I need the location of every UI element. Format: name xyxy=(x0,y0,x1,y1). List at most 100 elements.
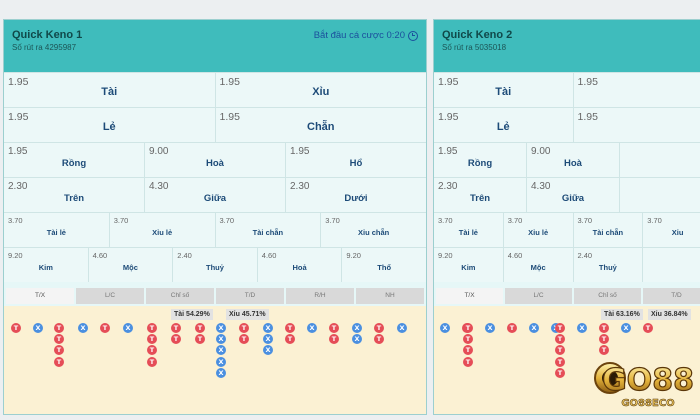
xiu-result-dot: X xyxy=(397,323,407,333)
bet-option[interactable]: 4.30 Giữa xyxy=(527,178,620,212)
bet-row-2: 1.95 Lẻ 1.95 Chẵn xyxy=(4,107,426,142)
alarm-clock-icon xyxy=(408,30,418,41)
bet-option[interactable]: 2.40 Thuỷ xyxy=(173,248,258,282)
stats-tab[interactable]: T/X xyxy=(6,288,74,304)
stats-tab[interactable]: Chỉ số xyxy=(146,288,214,304)
bet-label: Giữa xyxy=(203,193,227,204)
stats-tab[interactable]: R/H xyxy=(286,288,354,304)
bet-option[interactable]: 2.30 Trên xyxy=(434,178,527,212)
bet-option[interactable]: 4.60 Mộc xyxy=(88,248,174,282)
tai-result-dot: T xyxy=(147,323,157,333)
bet-option[interactable]: 1.95 Tài xyxy=(434,73,574,107)
bet-option[interactable]: 1.95 Lẻ xyxy=(434,108,574,142)
bet-option[interactable]: 9.20 Thổ xyxy=(342,248,426,282)
bet-label: Tài chẵn xyxy=(592,228,624,237)
bet-odds: 1.95 xyxy=(8,146,28,157)
bet-option[interactable]: 1.95 Tài xyxy=(4,73,216,107)
stats-tab[interactable]: Chỉ số xyxy=(574,288,641,304)
tai-result-dot: T xyxy=(555,334,565,345)
bet-row-5: 3.70 Tài lẻ 3.70 Xỉu lẻ 3.70 Tài chẵn 3.70 Xỉu … xyxy=(4,212,426,247)
tai-result-dot: T xyxy=(555,345,565,356)
bet-option[interactable]: 3.70 Xỉu xyxy=(643,213,700,247)
bet-option[interactable]: 1.95 xyxy=(573,73,700,107)
bet-label: Chẵn xyxy=(307,121,335,133)
xiu-result-dot: X xyxy=(216,334,226,345)
bet-option[interactable]: 3.70 Tài lẻ xyxy=(4,213,110,247)
bet-option[interactable]: 1.95 Xỉu xyxy=(215,73,426,107)
result-board: Tài 63.16% Xỉu 36.84% XTTTTTXTXXTTTTTXTT… xyxy=(434,306,700,414)
panel-header: Quick Keno 1 Số rút ra 4295987 Bắt đầu c… xyxy=(4,20,426,72)
stats-tab[interactable]: T/X xyxy=(436,288,503,304)
bet-option[interactable]: 3.70 Tài lẻ xyxy=(434,213,504,247)
bet-label: Tài xyxy=(101,86,118,98)
road-column: X xyxy=(484,323,496,334)
bet-row-5: 3.70 Tài lẻ 3.70 Xỉu lẻ 3.70 Tài chẵn 3.70 Xỉu xyxy=(434,212,700,247)
bet-label: Mộc xyxy=(122,263,138,272)
bet-option[interactable]: 1.95 Rồng xyxy=(4,143,145,177)
bet-row-6: 9.20 Kim 4.60 Mộc 2.40 Thuỷ xyxy=(434,247,700,282)
bet-option[interactable]: 9.20 Kim xyxy=(4,248,89,282)
bet-option[interactable]: 2.40 Thuỷ xyxy=(573,248,644,282)
bet-odds: 2.30 xyxy=(290,181,310,192)
bet-option[interactable] xyxy=(620,178,700,212)
bet-odds: 3.70 xyxy=(8,216,23,225)
bet-option[interactable]: 4.30 Giữa xyxy=(145,178,286,212)
bet-label: Xỉu xyxy=(671,228,684,237)
bet-option[interactable] xyxy=(620,143,700,177)
bet-option[interactable]: 2.30 Dưới xyxy=(286,178,426,212)
bet-option[interactable]: 1.95 Rồng xyxy=(434,143,527,177)
tai-result-dot: T xyxy=(54,334,64,345)
bet-odds: 3.70 xyxy=(577,216,593,225)
bet-odds: 2.40 xyxy=(577,251,593,260)
bet-option[interactable]: 9.00 Hoà xyxy=(145,143,286,177)
xiu-percentage: Xỉu 36.84% xyxy=(648,309,691,320)
bet-label: Xỉu chẵn xyxy=(357,228,390,237)
bet-option[interactable]: 3.70 Xỉu lẻ xyxy=(109,213,216,247)
bet-option[interactable]: 9.20 Kim xyxy=(434,248,504,282)
tai-result-dot: T xyxy=(599,345,609,356)
stats-tab[interactable]: NH xyxy=(356,288,424,304)
bet-option[interactable] xyxy=(643,248,700,282)
bet-option[interactable]: 4.60 Hoả xyxy=(257,248,343,282)
road-column: X xyxy=(77,323,89,334)
bet-option[interactable]: 1.95 xyxy=(573,108,700,142)
bet-option[interactable]: 2.30 Trên xyxy=(4,178,145,212)
stats-tab[interactable]: L/C xyxy=(76,288,144,304)
tai-result-dot: T xyxy=(239,334,249,345)
bet-option[interactable]: 4.60 Mộc xyxy=(503,248,574,282)
bet-label: Hoà xyxy=(564,158,582,169)
bet-option[interactable]: 1.95 Lẻ xyxy=(4,108,216,142)
road-column: T xyxy=(10,323,22,334)
road-column: X xyxy=(576,323,588,334)
bet-odds: 3.70 xyxy=(647,216,662,225)
xiu-result-dot: X xyxy=(263,323,273,333)
tai-result-dot: T xyxy=(463,345,473,356)
stats-tab[interactable]: T/D xyxy=(643,288,700,304)
tai-result-dot: T xyxy=(555,323,565,333)
bet-odds: 1.95 xyxy=(438,146,458,157)
bet-odds: 1.95 xyxy=(577,111,598,123)
bet-row-1: 1.95 Tài 1.95 xyxy=(434,72,700,107)
bet-option[interactable]: 1.95 Hổ xyxy=(286,143,426,177)
road-column: T xyxy=(642,323,654,334)
tai-result-dot: T xyxy=(329,334,339,345)
stats-tab[interactable]: T/D xyxy=(216,288,284,304)
road-column: T xyxy=(99,323,111,334)
bet-option[interactable]: 1.95 Chẵn xyxy=(215,108,426,142)
stats-tab[interactable]: L/C xyxy=(505,288,572,304)
bet-option[interactable]: 3.70 Xỉu chẵn xyxy=(321,213,426,247)
tai-percentage: Tài 63.16% xyxy=(601,309,643,320)
bet-label: Dưới xyxy=(344,193,368,204)
bet-row-6: 9.20 Kim 4.60 Mộc 2.40 Thuỷ 4.60 Hoả 9.20 Thổ xyxy=(4,247,426,282)
bet-option[interactable]: 3.70 Xỉu lẻ xyxy=(503,213,574,247)
bet-option[interactable]: 3.70 Tài chẵn xyxy=(215,213,322,247)
bet-option[interactable]: 3.70 Tài chẵn xyxy=(573,213,644,247)
bet-option[interactable]: 9.00 Hoà xyxy=(527,143,620,177)
tai-result-dot: T xyxy=(54,323,64,333)
tai-result-dot: T xyxy=(147,345,157,356)
